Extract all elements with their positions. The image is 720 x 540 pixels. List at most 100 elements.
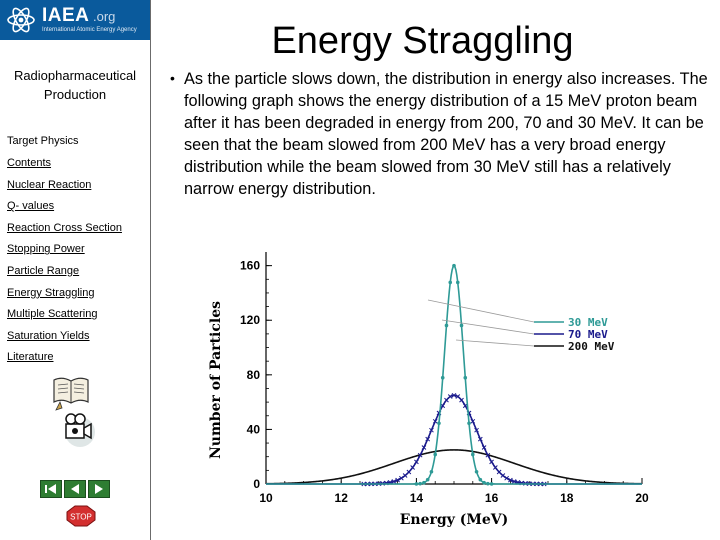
sidebar-item-particle-range[interactable]: Particle Range — [7, 264, 80, 277]
sidebar-item-reaction-cross-section[interactable]: Reaction Cross Section — [7, 221, 122, 234]
y-tick-label: 120 — [240, 313, 260, 327]
series-30-mev — [266, 263, 642, 486]
data-point — [477, 436, 483, 442]
data-point — [485, 452, 491, 458]
x-tick-label: 10 — [259, 491, 273, 505]
data-point — [474, 469, 479, 474]
video-camera-icon[interactable] — [58, 410, 96, 448]
sidebar-item-q-values[interactable]: Q- values — [7, 200, 55, 213]
data-point — [399, 475, 404, 481]
data-point — [417, 452, 423, 458]
sidebar-item-multiple-scattering[interactable]: Multiple Scattering — [7, 308, 98, 321]
data-point — [444, 323, 449, 328]
sidebar-item-literature[interactable]: Literature — [7, 351, 54, 364]
data-point — [459, 397, 464, 403]
triangle-right-icon — [95, 484, 103, 494]
data-point — [482, 480, 486, 485]
x-axis-label: Energy (MeV) — [400, 512, 508, 528]
legend-label: 30 MeV — [568, 316, 608, 329]
series-70-mev — [266, 392, 642, 487]
legend-label: 70 MeV — [568, 328, 608, 341]
data-point — [406, 469, 412, 475]
data-point — [486, 481, 490, 486]
data-point — [425, 477, 430, 482]
x-tick-label: 20 — [635, 491, 649, 505]
data-point — [437, 421, 441, 426]
data-point — [452, 263, 456, 268]
next-slide-button[interactable] — [88, 480, 110, 498]
data-point — [444, 397, 449, 403]
slide-title: Energy Straggling — [271, 20, 574, 62]
sidebar-item-stopping-power[interactable]: Stopping Power — [7, 243, 85, 256]
data-point — [470, 418, 476, 424]
x-tick-label: 12 — [335, 491, 349, 505]
bullet-marker: • — [170, 70, 175, 86]
chart-series — [265, 263, 643, 487]
data-point — [414, 459, 419, 465]
data-point — [455, 280, 460, 285]
data-point — [463, 375, 468, 380]
data-point — [425, 436, 431, 442]
sidebar-item-contents[interactable]: Contents — [7, 157, 52, 169]
data-point — [422, 480, 426, 485]
x-tick-label: 16 — [485, 491, 499, 505]
atom-emblem-icon — [7, 7, 35, 33]
data-point — [421, 445, 427, 450]
data-point — [440, 375, 445, 380]
data-point — [447, 394, 453, 399]
sidebar: IAEA .org International Atomic Energy Ag… — [0, 0, 151, 540]
data-point — [504, 475, 509, 481]
legend-leader-line — [455, 339, 535, 347]
sidebar-item-nuclear-reaction[interactable]: Nuclear Reaction — [7, 178, 92, 191]
series-line — [266, 394, 642, 485]
data-point — [511, 479, 517, 484]
logo-suffix: .org — [93, 9, 116, 24]
data-point — [467, 421, 471, 426]
data-point — [493, 465, 498, 470]
data-point — [391, 479, 397, 484]
data-point — [478, 477, 483, 482]
data-point — [481, 445, 487, 450]
data-point — [489, 459, 494, 465]
data-point — [410, 465, 415, 470]
book-icon[interactable] — [50, 372, 92, 412]
sidebar-nav: Contents Nuclear Reaction Q- values Reac… — [7, 156, 122, 372]
data-point — [474, 427, 479, 433]
data-point — [489, 482, 494, 486]
legend-label: 200 MeV — [568, 340, 615, 353]
data-point — [508, 477, 513, 483]
stop-button[interactable]: STOP — [66, 505, 96, 527]
sidebar-item-saturation-yields[interactable]: Saturation Yields — [7, 329, 90, 342]
iaea-logo[interactable]: IAEA .org International Atomic Energy Ag… — [0, 0, 150, 40]
x-tick-label: 18 — [560, 491, 574, 505]
data-point — [448, 280, 453, 285]
data-point — [432, 418, 438, 424]
chart-ticks: 10 12 14 16 18 20 0 40 80 120 160 — [240, 259, 649, 505]
y-tick-label: 0 — [253, 477, 260, 491]
y-tick-label: 80 — [247, 368, 261, 382]
data-point — [451, 392, 457, 398]
sidebar-item-energy-straggling[interactable]: Energy Straggling — [7, 286, 95, 299]
data-point — [459, 323, 464, 328]
data-point — [496, 469, 502, 475]
data-point — [471, 452, 475, 457]
first-slide-button[interactable] — [40, 480, 62, 498]
data-point — [395, 477, 400, 483]
data-point — [418, 481, 422, 486]
data-point — [500, 473, 506, 478]
sidebar-section-heading: Target Physics — [7, 135, 79, 147]
skip-back-icon — [45, 484, 56, 494]
previous-slide-button[interactable] — [64, 480, 86, 498]
logo-name: IAEA — [42, 5, 90, 26]
triangle-left-icon — [71, 484, 79, 494]
logo-subtitle: International Atomic Energy Agency — [42, 27, 137, 33]
data-point — [402, 473, 408, 478]
data-point — [414, 482, 419, 486]
series-200-mev — [265, 449, 643, 485]
x-tick-label: 14 — [410, 491, 424, 505]
data-point — [455, 394, 461, 399]
y-axis-label: Number of Particles — [208, 301, 224, 459]
data-point — [429, 469, 434, 474]
